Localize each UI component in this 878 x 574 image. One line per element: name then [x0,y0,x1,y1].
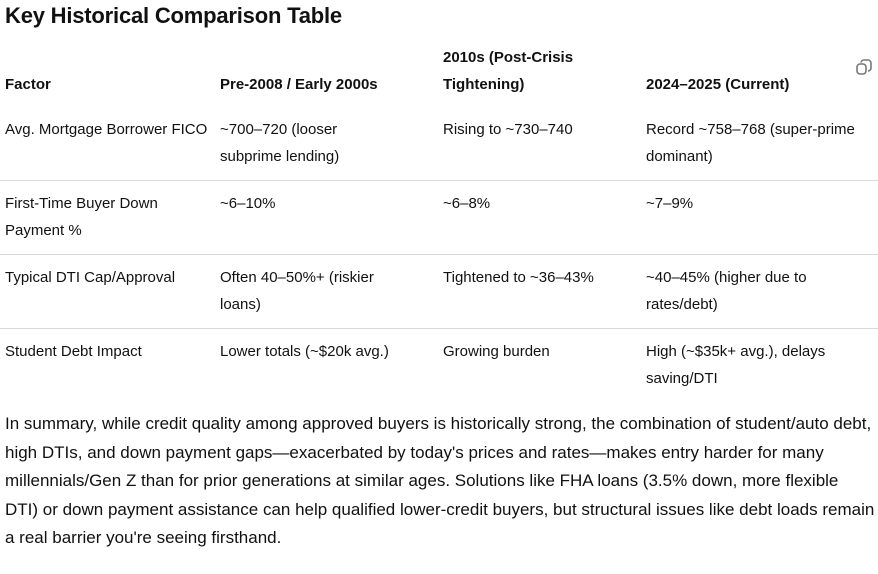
table-cell: Tightened to ~36–43% [443,254,646,329]
table-cell: ~40–45% (higher due to rates/debt) [646,254,878,329]
comparison-table-container: Factor Pre-2008 / Early 2000s 2010s (Pos… [0,44,878,402]
table-cell: Growing burden [443,328,646,402]
table-cell: ~6–10% [220,180,443,255]
table-cell: Often 40–50%+ (riskier loans) [220,254,443,329]
table-row: First-Time Buyer Down Payment % ~6–10% ~… [0,180,878,255]
header-2010s: 2010s (Post-Crisis Tightening) [443,49,574,93]
table-row: Avg. Mortgage Borrower FICO ~700–720 (lo… [0,107,878,181]
table-cell: First-Time Buyer Down Payment % [0,180,220,255]
copy-table-button[interactable] [855,58,873,76]
table-cell: ~6–8% [443,180,646,255]
table-cell: Record ~758–768 (super-prime dominant) [646,121,855,165]
table-header-row: Factor Pre-2008 / Early 2000s 2010s (Pos… [0,44,878,107]
table-cell: ~7–9% [646,180,878,255]
header-factor: Factor [5,76,51,93]
comparison-table: Factor Pre-2008 / Early 2000s 2010s (Pos… [0,44,878,402]
table-cell: Rising to ~730–740 [443,121,573,138]
header-current: 2024–2025 (Current) [646,76,790,93]
table-cell: High (~$35k+ avg.), delays saving/DTI [646,328,878,402]
table-row: Typical DTI Cap/Approval Often 40–50%+ (… [0,254,878,329]
section-title: Key Historical Comparison Table [5,3,342,28]
table-cell: Student Debt Impact [0,328,220,402]
table-row: Student Debt Impact Lower totals (~$20k … [0,328,878,402]
table-cell: ~700–720 (looser subprime lending) [220,121,340,165]
copy-icon [856,59,872,75]
summary-paragraph: In summary, while credit quality among a… [5,414,875,547]
table-cell: Avg. Mortgage Borrower FICO [5,121,208,138]
header-pre-2008: Pre-2008 / Early 2000s [220,76,378,93]
table-cell: Lower totals (~$20k avg.) [220,328,443,402]
table-cell: Typical DTI Cap/Approval [0,254,220,329]
